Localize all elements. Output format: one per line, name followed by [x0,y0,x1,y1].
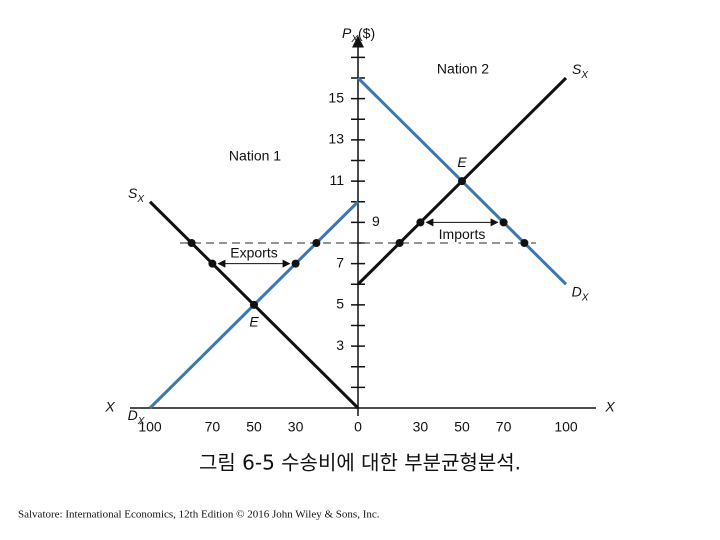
caption: 그림 6-5 수송비에 대한 부분균형분석. [199,451,521,475]
x-tick-label: 50 [246,419,262,435]
supply-label-main: S [128,184,138,200]
y-tick-label: 7 [336,254,344,270]
supply-label-main: S [572,61,582,77]
x-axis-label: X [604,399,615,415]
trade-price-point [187,239,196,247]
demand-label-main: D [572,283,582,299]
supply-label: SX [572,61,588,81]
supply-label: SX [128,184,144,204]
demand-label: DX [572,283,589,303]
demand-label-main: D [128,407,138,423]
y-tick-label: 13 [328,131,344,147]
trade-label: Exports [230,244,277,260]
trade-point [416,218,425,227]
y-axis-label-unit: ($) [358,25,375,41]
x-tick-label: 70 [205,419,221,435]
panel-title: Nation 1 [229,148,281,164]
x-tick-label: 30 [413,419,429,435]
y-tick-label: 15 [328,89,344,105]
equilibrium-point [250,300,258,309]
credit: Salvatore: International Economics, 12th… [18,509,380,521]
equilibrium-label: E [457,154,467,170]
demand-label: DX [128,407,145,427]
trade-point [208,259,217,268]
x-axis-label: X [104,399,115,415]
trade-point [291,259,300,268]
x-tick-label: 100 [138,419,162,435]
x-tick-label: 70 [496,419,512,435]
supply-label-sub: X [580,70,588,81]
demand-label-sub: X [581,292,589,303]
trade-price-point [520,239,529,247]
y-axis-label-sub: X [350,34,358,45]
y-tick-label: 3 [336,337,344,353]
y-axis-label: PX($) [342,25,375,45]
y-tick-label: 5 [336,296,344,312]
trade-label: Imports [439,226,486,242]
x-tick-label: 100 [554,419,578,435]
trade-point [499,218,508,227]
equilibrium-point [458,177,466,186]
y-tick-label: 11 [329,172,344,188]
x-tick-label: 0 [354,419,362,435]
demand-label-sub: X [137,416,145,427]
trade-price-point [312,239,321,247]
y-tick-label: 9 [372,213,380,229]
trade-price-point [395,239,404,247]
supply-label-sub: X [136,193,144,204]
panel-title: Nation 2 [437,61,489,77]
y-axis-label-main: P [342,25,352,41]
equilibrium-label: E [249,314,259,330]
x-tick-label: 50 [454,419,470,435]
x-tick-label: 30 [288,419,304,435]
